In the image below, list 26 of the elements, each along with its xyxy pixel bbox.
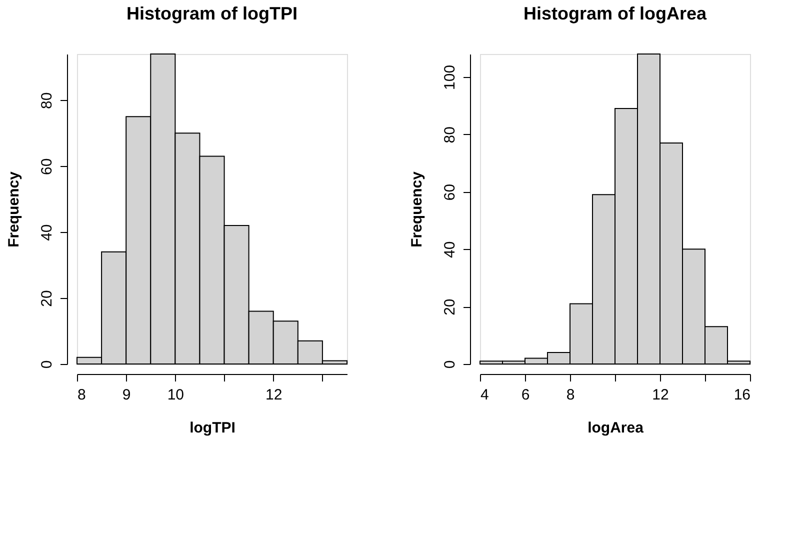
x-axis-title: logTPI: [190, 420, 236, 436]
x-tick-label: 12: [652, 386, 669, 404]
y-tick-label: 60: [442, 184, 458, 201]
y-axis-title: Frequency: [6, 170, 22, 248]
x-tick-label: 6: [521, 386, 530, 404]
y-tick-label: 60: [38, 158, 56, 175]
x-tick-label: 4: [480, 386, 489, 404]
x-tick-label: 9: [122, 386, 131, 404]
y-axis-title: Frequency: [408, 170, 426, 248]
x-axis-title: logArea: [588, 420, 644, 436]
y-tick-label: 40: [38, 224, 56, 241]
x-tick-label: 8: [566, 386, 575, 404]
chart-title: Histogram of logArea: [523, 4, 708, 24]
y-tick-label: 20: [38, 290, 56, 307]
y-tick-label: 0: [38, 360, 56, 369]
y-tick-label: 100: [442, 64, 458, 90]
y-tick-label: 0: [442, 360, 458, 369]
x-tick-label: 8: [78, 386, 86, 404]
y-tick-label: 20: [442, 298, 458, 316]
y-tick-label: 40: [442, 241, 458, 258]
y-tick-label: 80: [442, 126, 458, 144]
x-tick-label: 12: [266, 386, 282, 404]
x-tick-label: 16: [734, 386, 750, 404]
y-tick-label: 80: [38, 92, 56, 110]
x-tick-label: 10: [167, 386, 184, 404]
chart-title: Histogram of logTPI: [126, 4, 298, 24]
